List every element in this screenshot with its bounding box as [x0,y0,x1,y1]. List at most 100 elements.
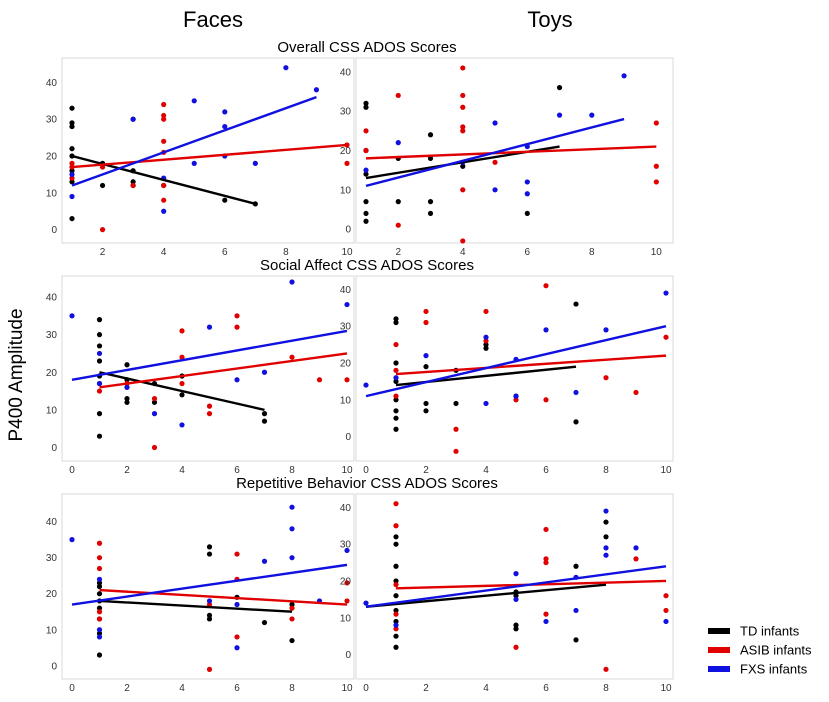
panel-frame [61,57,355,244]
data-point [513,393,519,399]
data-point [124,362,130,368]
chart-title: Repetitive Behavior CSS ADOS Scores [236,475,498,492]
data-point [453,448,459,454]
data-point [289,637,295,644]
data-point [460,163,466,169]
data-point [393,408,399,414]
data-point [393,582,399,588]
data-point [393,622,399,628]
data-point [130,179,136,185]
data-point [393,426,399,432]
data-point [289,605,295,611]
x-tick-label: 8 [289,465,295,476]
regression-line [365,565,667,608]
x-tick-label: 4 [179,465,185,476]
data-point [363,382,369,388]
legend-label: ASIB infants [740,643,812,658]
data-point [316,377,323,383]
data-point [423,308,429,315]
chart-title: Overall CSS ADOS Scores [277,39,456,56]
data-point [603,519,609,525]
data-point [603,534,609,540]
y-tick-label: 10 [340,613,352,624]
panel-frame [355,275,674,462]
data-point [252,160,258,166]
data-point [222,109,228,115]
data-point [453,400,459,407]
data-point [393,644,399,650]
x-tick-label: 4 [161,247,167,258]
data-point [573,637,579,643]
data-point [96,591,103,597]
x-tick-label: 4 [483,683,489,694]
regression-line [71,563,348,606]
regression-line [99,599,293,613]
y-tick-label: 20 [340,358,352,369]
data-point [513,622,519,628]
data-point [393,360,399,366]
data-point [96,358,103,364]
data-point [179,328,185,334]
x-tick-label: 6 [222,247,228,258]
x-tick-label: 0 [363,683,369,694]
data-point [513,596,519,602]
data-point [663,607,669,614]
data-point [603,666,609,672]
data-point [179,392,185,398]
data-point [69,120,75,126]
data-point [395,140,401,146]
y-tick-label: 0 [51,225,57,236]
data-point [96,350,103,357]
data-point [96,609,103,615]
data-point [261,558,268,564]
data-point [289,616,295,622]
x-tick-label: 8 [603,683,609,694]
data-point [363,199,369,205]
y-tick-label: 30 [46,553,58,564]
data-point [206,324,213,330]
data-point [69,193,75,200]
y-tick-label: 0 [345,225,351,236]
y-tick-label: 40 [46,293,58,304]
data-point [653,120,659,126]
data-point [460,238,466,244]
data-point [393,593,399,599]
data-point [556,84,563,91]
data-point [179,380,185,387]
chart-title: Social Affect CSS ADOS Scores [260,257,474,274]
data-point [393,578,399,584]
data-point [96,580,103,586]
data-point [393,378,399,384]
y-tick-label: 40 [340,67,352,78]
data-point [161,208,167,214]
data-point [96,630,103,636]
data-point [393,633,399,639]
y-tick-label: 10 [46,405,58,416]
regression-line [99,371,265,412]
x-tick-label: 0 [69,683,75,694]
data-point [234,645,240,651]
data-point [261,411,268,417]
y-tick-label: 0 [51,443,57,454]
y-axis-label: P400 Amplitude [6,308,27,441]
data-point [460,92,466,99]
data-point [393,367,399,373]
data-point [69,175,75,181]
data-point [283,65,289,71]
column-title-faces: Faces [183,7,243,32]
x-tick-label: 6 [234,683,240,694]
x-tick-label: 6 [543,683,549,694]
data-point [344,580,350,586]
regression-line [99,352,348,389]
data-point [653,179,659,185]
data-point [423,408,429,414]
data-point [603,508,609,514]
data-point [206,403,213,409]
data-point [124,399,130,405]
x-tick-label: 8 [289,683,295,694]
data-point [423,353,429,359]
